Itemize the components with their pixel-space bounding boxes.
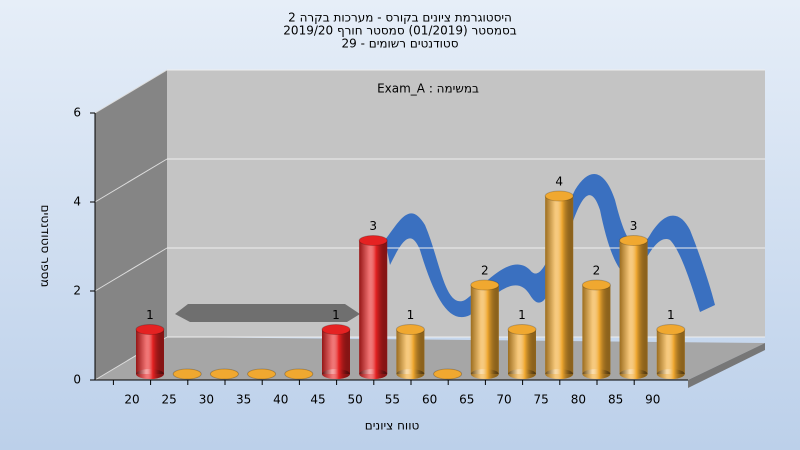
bar-shade [619, 240, 648, 374]
y-tick-label: 6 [73, 106, 81, 120]
x-tick-label: 60 [422, 393, 437, 407]
bar-bottom-shade [136, 369, 164, 379]
data-label: 2 [593, 264, 601, 278]
bar-shade [470, 285, 499, 374]
x-tick-label: 85 [608, 393, 623, 407]
bar-shade [508, 329, 536, 374]
bar-top [172, 368, 202, 380]
chart-title: סטודנטים רשומים - 29 [341, 37, 458, 51]
y-tick-label: 2 [73, 284, 81, 298]
left-wall [95, 70, 167, 380]
x-tick-label: 30 [199, 393, 214, 407]
bar-shade [582, 285, 611, 374]
back-wall [167, 70, 765, 337]
bar-bottom-shade [359, 369, 388, 379]
bar-group [581, 279, 611, 379]
bar-group [470, 279, 500, 379]
y-tick-label: 0 [73, 373, 81, 387]
x-tick-label: 20 [124, 393, 139, 407]
data-label: 1 [407, 308, 415, 322]
bar-top [284, 368, 314, 380]
bar-bottom-shade [470, 369, 499, 379]
bar-group [284, 368, 314, 380]
bar-group [321, 324, 351, 379]
x-tick-label: 55 [385, 393, 400, 407]
y-axis-label: מספר סטודנטים [39, 205, 53, 288]
x-tick-label: 75 [534, 393, 549, 407]
bar-shade [545, 196, 574, 374]
x-tick-label: 70 [496, 393, 511, 407]
data-label: 3 [630, 219, 638, 233]
bar-group [135, 324, 165, 379]
bar-group [433, 368, 463, 380]
bar-group [544, 190, 574, 379]
x-tick-label: 90 [645, 393, 660, 407]
bar-bottom-shade [582, 369, 611, 379]
bar-top [209, 368, 239, 380]
bar-top [656, 324, 686, 335]
bar-group [619, 235, 649, 379]
x-axis-label: טווח ציונים [365, 419, 420, 433]
x-tick-label: 50 [348, 393, 363, 407]
bar-top [507, 324, 537, 335]
grid-line [94, 247, 168, 292]
data-label: 1 [518, 308, 526, 322]
flat-ribbon [175, 304, 360, 322]
x-tick-label: 35 [236, 393, 251, 407]
bar-top [544, 190, 574, 202]
bar-bottom-shade [322, 369, 350, 379]
bar-top [358, 235, 388, 246]
bar-bottom-shade [508, 369, 536, 379]
bar-group [172, 368, 202, 380]
bar-group [209, 368, 239, 380]
bar-bottom-shade [656, 369, 685, 379]
bar-group [395, 324, 425, 379]
x-tick-label: 80 [571, 393, 586, 407]
x-tick-label: 25 [162, 393, 177, 407]
bar-top [321, 324, 351, 335]
bar-group [358, 235, 388, 379]
bar-top [433, 368, 463, 380]
chart-title: בסמסטר (01/2019) סמסטר חורף 2019/20 [283, 24, 516, 38]
x-tick-label: 40 [273, 393, 288, 407]
grid-line [94, 69, 168, 114]
bar-top [135, 324, 165, 335]
bar-group [656, 324, 686, 379]
data-label: 1 [146, 308, 154, 322]
bar-shade [322, 329, 350, 374]
bar-top [395, 324, 425, 335]
bar-top [581, 279, 611, 291]
bar-group [507, 324, 537, 379]
grid-line [94, 158, 168, 203]
y-tick-label: 4 [73, 195, 81, 209]
data-label: 2 [481, 264, 489, 278]
bar-bottom-shade [396, 369, 425, 379]
bar-bottom-shade [619, 369, 648, 379]
x-tick-label: 45 [310, 393, 325, 407]
bar-shade [396, 329, 425, 374]
bar-top [619, 235, 649, 246]
x-tick-label: 65 [459, 393, 474, 407]
bar-shade [656, 329, 685, 374]
data-label: 3 [369, 219, 377, 233]
chart-subtitle: במשימה : Exam_A [377, 82, 479, 96]
data-label: 1 [667, 308, 675, 322]
bar-top [470, 279, 500, 291]
bar-shade [136, 329, 164, 374]
chart-title: היסטוגרמת ציונים בקורס - מערכות בקרה 2 [288, 11, 512, 25]
bar-group [247, 368, 277, 380]
bar-top [247, 368, 277, 380]
data-label: 4 [555, 175, 563, 189]
bar-bottom-shade [545, 369, 574, 379]
bar-shade [359, 240, 388, 374]
floor-edge [688, 343, 765, 388]
data-label: 1 [332, 308, 340, 322]
